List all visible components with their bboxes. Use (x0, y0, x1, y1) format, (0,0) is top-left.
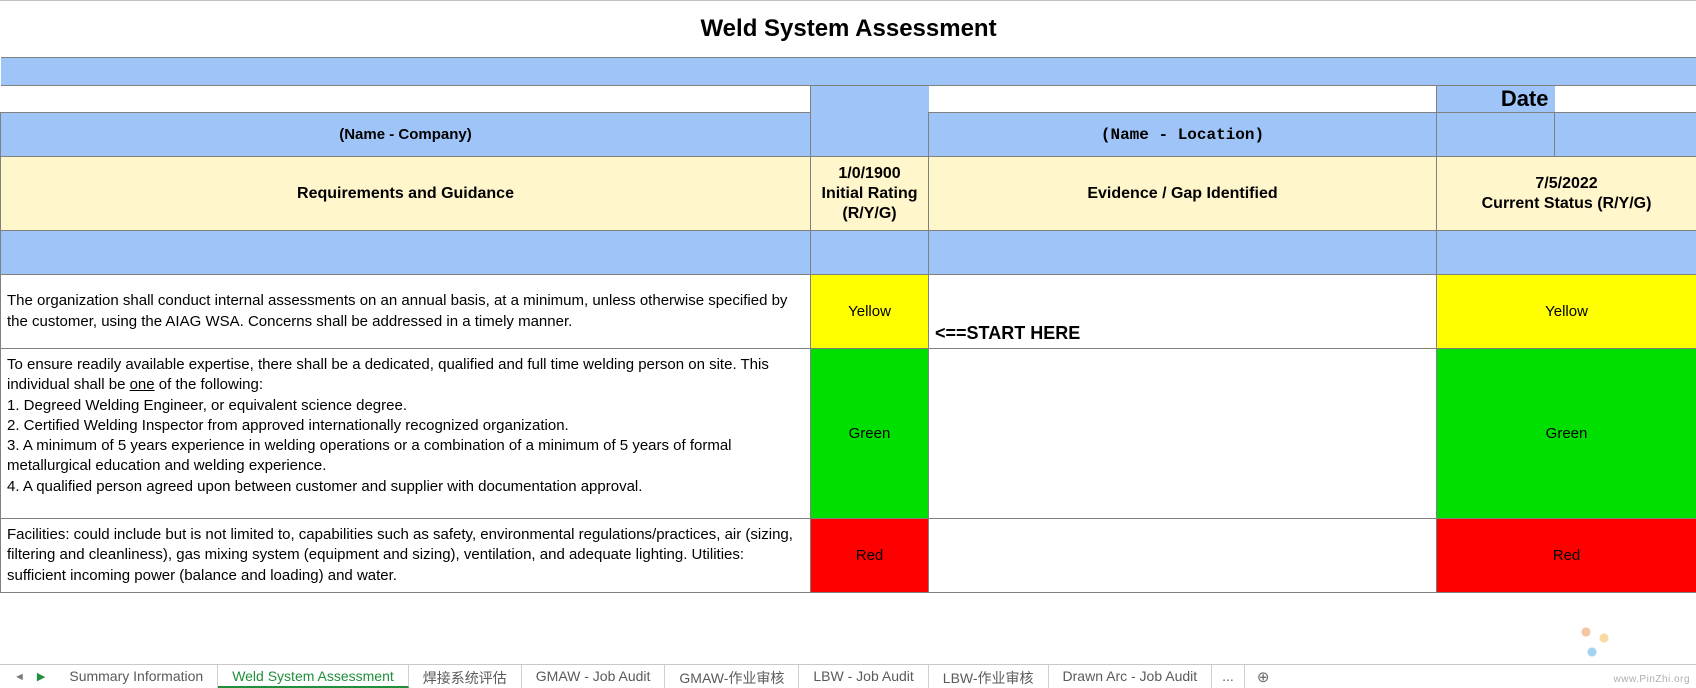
tab-first-icon[interactable]: ◄ (14, 671, 25, 683)
tab-add-icon[interactable]: ⊕ (1245, 665, 1282, 688)
requirement-text: The organization shall conduct internal … (1, 275, 811, 349)
evidence-cell[interactable]: <==START HERE (929, 275, 1437, 349)
tab-gmaw-job-audit[interactable]: GMAW - Job Audit (522, 665, 666, 688)
initial-rating[interactable]: Red (811, 519, 929, 593)
assessment-sheet: Weld System Assessment Date (Name - Comp… (0, 1, 1696, 593)
tab--[interactable]: 焊接系统评估 (409, 665, 522, 688)
company-caption: (Name - Company) (1, 113, 811, 157)
tab-gmaw-[interactable]: GMAW-作业审核 (665, 665, 799, 688)
initial-rating[interactable]: Green (811, 349, 929, 519)
tab-lbw-[interactable]: LBW-作业审核 (929, 665, 1049, 688)
tab-overflow[interactable]: ... (1212, 665, 1245, 688)
current-status[interactable]: Yellow (1437, 275, 1696, 349)
date-input[interactable] (1555, 86, 1696, 113)
col-evidence: Evidence / Gap Identified (929, 157, 1437, 231)
table-row[interactable]: The organization shall conduct internal … (1, 275, 1696, 349)
current-status[interactable]: Green (1437, 349, 1696, 519)
tab-weld-system-assessment[interactable]: Weld System Assessment (218, 665, 409, 688)
col-current-status: 7/5/2022 Current Status (R/Y/G) (1437, 157, 1696, 231)
table-row[interactable]: Facilities: could include but is not lim… (1, 519, 1696, 593)
tab-lbw-job-audit[interactable]: LBW - Job Audit (799, 665, 928, 688)
tab-nav: ◄ ▶ (0, 665, 55, 688)
evidence-cell[interactable] (929, 349, 1437, 519)
table-row[interactable]: To ensure readily available expertise, t… (1, 349, 1696, 519)
blue-band (1, 58, 1696, 86)
sheet-tabstrip: ◄ ▶ Summary InformationWeld System Asses… (0, 664, 1696, 688)
location-caption: (Name - Location) (929, 113, 1437, 157)
tab-summary-information[interactable]: Summary Information (55, 665, 218, 688)
current-status[interactable]: Red (1437, 519, 1696, 593)
date-label: Date (1437, 86, 1555, 113)
evidence-cell[interactable] (929, 519, 1437, 593)
requirement-text: Facilities: could include but is not lim… (1, 519, 811, 593)
tab-next-icon[interactable]: ▶ (37, 670, 45, 683)
location-input[interactable] (929, 86, 1437, 113)
company-input[interactable] (1, 86, 811, 113)
requirement-text: To ensure readily available expertise, t… (1, 349, 811, 519)
section-spacer (1, 231, 811, 275)
watermark-text: www.PinZhi.org (1614, 674, 1690, 685)
col-requirements: Requirements and Guidance (1, 157, 811, 231)
initial-rating[interactable]: Yellow (811, 275, 929, 349)
page-title: Weld System Assessment (1, 1, 1696, 58)
tab-drawn-arc-job-audit[interactable]: Drawn Arc - Job Audit (1049, 665, 1213, 688)
start-here-hint: <==START HERE (935, 323, 1080, 344)
col-initial-rating: 1/0/1900 Initial Rating (R/Y/G) (811, 157, 929, 231)
